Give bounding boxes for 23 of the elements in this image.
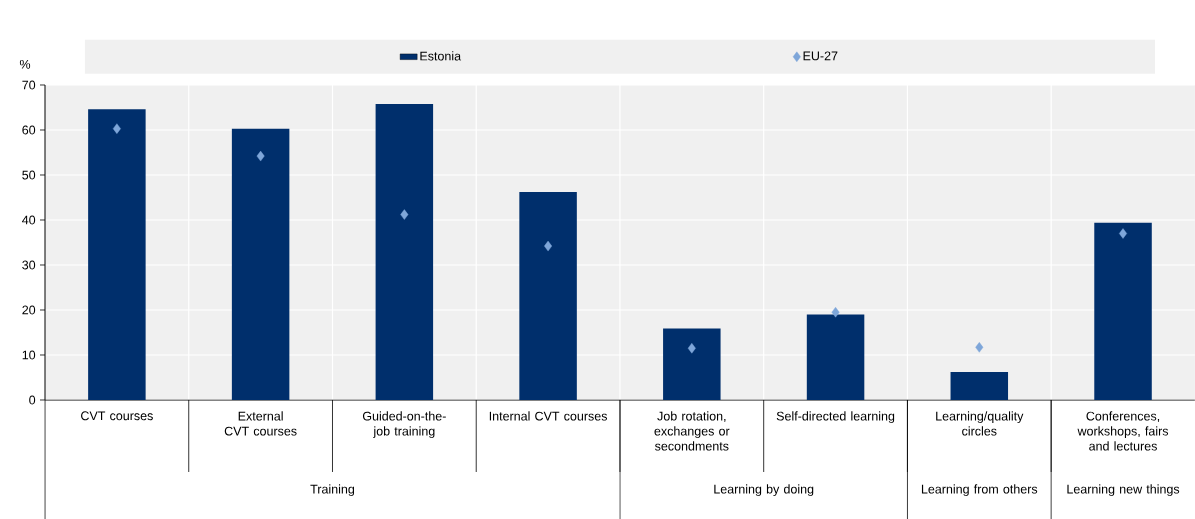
text: Learning new things	[1067, 484, 1180, 496]
legend-label: EU-27	[803, 51, 838, 61]
x-tick-label: External CVT courses	[224, 411, 297, 436]
text: Learning from others	[921, 484, 1038, 496]
y-axis-title: %	[19, 59, 31, 69]
x-tick-label: Guided-on-the-job training	[362, 411, 446, 438]
y-tick-label: 0	[29, 395, 36, 405]
x-tick-label: Learning/quality circles	[936, 411, 1024, 436]
y-tick-label: 20	[22, 305, 36, 315]
text: Training	[310, 484, 355, 496]
y-tick-label: 30	[22, 260, 36, 270]
y-tick-label: 10	[22, 350, 36, 360]
x-tick-label: Self-directed learning	[776, 411, 895, 423]
y-tick-label: 60	[22, 125, 36, 135]
x-tick-label: Job rotation, exchanges or secondments	[654, 411, 730, 451]
x-tick-label: Conferences, workshops, fairs and lectures	[1077, 411, 1169, 451]
legend-label: Estonia	[420, 51, 462, 61]
x-tick-label: Internal CVT courses	[489, 411, 608, 421]
y-tick-label: 40	[22, 215, 36, 225]
y-tick-label: 50	[22, 170, 36, 180]
x-tick-label: CVT courses	[81, 411, 153, 421]
text: Learning by doing	[714, 484, 814, 496]
y-tick-label: 70	[22, 80, 36, 90]
